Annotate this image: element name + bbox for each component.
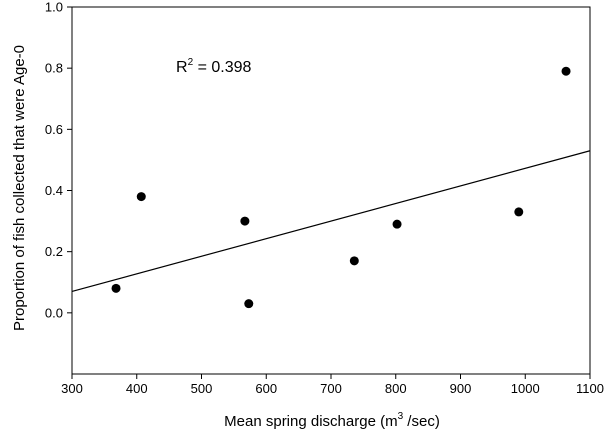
data-point <box>111 283 121 293</box>
points-group <box>111 66 571 309</box>
x-tick-label: 900 <box>450 381 472 396</box>
data-point <box>561 66 571 76</box>
axes: 300 400 500 600 700 800 900 1000 1100 0.0 0.2 0.4 0.… <box>45 0 604 396</box>
trendline-group <box>71 150 591 293</box>
x-tick-label: 1000 <box>511 381 540 396</box>
x-axis-title: Mean spring discharge (m3 /sec) <box>224 411 440 430</box>
x-tick-label: 1100 <box>576 381 604 396</box>
x-tick-label: 300 <box>61 381 83 396</box>
x-tick-label: 800 <box>385 381 407 396</box>
x-tick-label: 400 <box>126 381 148 396</box>
y-tick-label: 0.0 <box>45 305 63 320</box>
x-tick-label: 500 <box>191 381 213 396</box>
data-point <box>392 219 402 229</box>
y-tick-label: 0.8 <box>45 61 63 76</box>
y-tick-label: 0.4 <box>45 183 63 198</box>
data-point <box>136 192 146 202</box>
plot-frame <box>71 6 591 375</box>
x-tick-label: 600 <box>255 381 277 396</box>
trendline <box>71 150 591 293</box>
y-tick-label: 0.2 <box>45 244 63 259</box>
y-tick-label: 1.0 <box>45 0 63 15</box>
data-point <box>240 216 250 226</box>
y-tick-label: 0.6 <box>45 122 63 137</box>
data-point <box>514 207 524 217</box>
y-axis-title: Proportion of fish collected that were A… <box>11 45 28 331</box>
data-point <box>244 299 254 309</box>
x-tick-label: 700 <box>320 381 342 396</box>
r-squared-annotation: R2 = 0.398 <box>176 57 252 76</box>
data-point <box>349 256 359 266</box>
